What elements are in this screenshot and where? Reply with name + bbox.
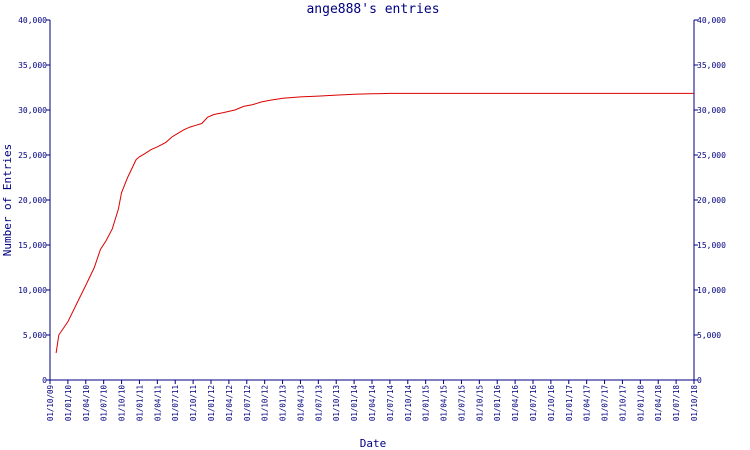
y-tick-label-left: 0	[42, 376, 47, 385]
x-tick-label: 01/04/14	[368, 385, 377, 422]
y-axis-label: Number of Entries	[1, 144, 14, 257]
x-tick-label: 01/10/13	[332, 385, 341, 421]
x-tick-label: 01/01/12	[207, 385, 216, 421]
x-ticks: 01/10/09 01/01/10 01/04/10 01/07/10 01/10/10…	[46, 380, 699, 421]
y-tick-label-right: 35,000	[697, 61, 726, 70]
x-tick-label: 01/01/13	[279, 385, 288, 421]
x-tick-label: 01/04/12	[225, 385, 234, 421]
x-tick-label: 01/07/15	[457, 385, 466, 421]
x-axis-label: Date	[360, 437, 387, 450]
x-tick-label: 01/10/10	[118, 385, 127, 422]
y-tick-label-right: 10,000	[697, 286, 726, 295]
x-tick-label: 01/01/17	[565, 385, 574, 421]
y-tick-label-left: 20,000	[18, 196, 47, 205]
x-tick-label: 01/07/10	[100, 385, 109, 422]
y-tick-label-right: 15,000	[697, 241, 726, 250]
x-tick-label: 01/01/16	[493, 385, 502, 422]
x-tick-label: 01/01/14	[350, 385, 359, 422]
y-tick-label-left: 25,000	[18, 151, 47, 160]
y-tick-label-right: 0	[697, 376, 702, 385]
x-tick-label: 01/07/14	[386, 385, 395, 422]
x-tick-label: 01/07/17	[601, 385, 610, 421]
y-tick-label-right: 20,000	[697, 196, 726, 205]
x-tick-label: 01/04/10	[82, 385, 91, 422]
x-tick-label: 01/07/12	[243, 385, 252, 421]
y-ticks-right: 0 5,000 10,000 15,000 20,000 25,000 30,000 35,0…	[694, 16, 726, 385]
x-tick-label: 01/01/18	[636, 385, 645, 422]
y-tick-label-left: 10,000	[18, 286, 47, 295]
x-tick-label: 01/01/15	[422, 385, 431, 421]
y-tick-label-right: 25,000	[697, 151, 726, 160]
x-tick-label: 01/07/18	[672, 385, 681, 422]
x-tick-label: 01/07/13	[314, 385, 323, 421]
x-tick-label: 01/10/16	[547, 385, 556, 422]
chart-title: ange888's entries	[306, 2, 439, 17]
x-tick-label: 01/10/09	[46, 385, 55, 421]
x-tick-label: 01/10/15	[475, 385, 484, 421]
x-tick-label: 01/04/17	[583, 385, 592, 421]
y-tick-label-left: 35,000	[18, 61, 47, 70]
x-tick-label: 01/04/15	[440, 385, 449, 421]
x-tick-label: 01/10/12	[261, 385, 270, 421]
axes	[49, 20, 695, 381]
y-tick-label-left: 5,000	[23, 331, 47, 340]
x-tick-label: 01/04/11	[153, 385, 162, 421]
x-tick-label: 01/04/16	[511, 385, 520, 422]
x-tick-label: 01/04/13	[296, 385, 305, 421]
y-ticks-left: 0 5,000 10,000 15,000 20,000 25,000 30,000 35,0…	[18, 16, 50, 385]
x-tick-label: 01/10/11	[189, 385, 198, 421]
y-tick-label-right: 5,000	[697, 331, 721, 340]
x-tick-label: 01/01/11	[135, 385, 144, 421]
y-tick-label-right: 30,000	[697, 106, 726, 115]
x-tick-label: 01/04/18	[654, 385, 663, 422]
x-tick-label: 01/10/14	[404, 385, 413, 422]
y-tick-label-left: 30,000	[18, 106, 47, 115]
y-tick-label-right: 40,000	[697, 16, 726, 25]
series-layer	[55, 92, 694, 354]
x-tick-label: 01/07/16	[529, 385, 538, 422]
y-tick-label-left: 40,000	[18, 16, 47, 25]
x-tick-label: 01/10/17	[618, 385, 627, 421]
x-tick-label: 01/01/10	[64, 385, 73, 422]
series-line	[55, 92, 694, 354]
x-tick-label: 01/10/18	[690, 385, 699, 422]
x-tick-label: 01/07/11	[171, 385, 180, 421]
y-tick-label-left: 15,000	[18, 241, 47, 250]
